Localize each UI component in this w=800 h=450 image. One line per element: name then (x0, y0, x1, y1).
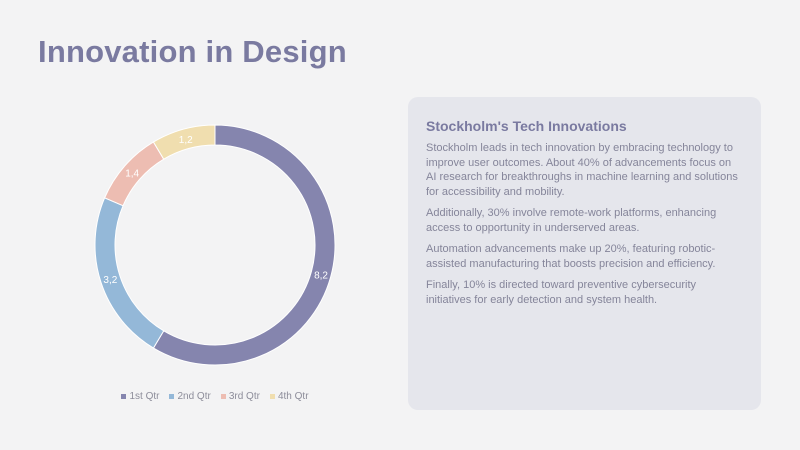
legend-item-4th-qtr: 4th Qtr (269, 391, 309, 402)
data-label-4th-qtr: 1,2 (179, 135, 193, 146)
donut-chart: 8,2 3,2 1,4 1,2 (80, 110, 350, 380)
chart-legend: 1st Qtr 2nd Qtr 3rd Qtr 4th Qtr (0, 391, 430, 402)
data-label-3rd-qtr: 1,4 (125, 169, 139, 180)
card-heading: Stockholm's Tech Innovations (426, 118, 627, 134)
data-label-1st-qtr: 8,2 (314, 270, 328, 281)
card-paragraph-2: Additionally, 30% involve remote-work pl… (426, 207, 717, 234)
legend-swatch-1st-qtr (121, 394, 127, 399)
legend-item-1st-qtr: 1st Qtr (121, 391, 159, 402)
legend-label-2nd-qtr: 2nd Qtr (177, 391, 211, 402)
slice-4th-qtr (152, 124, 216, 160)
info-card: Stockholm's Tech Innovations Stockholm l… (408, 97, 761, 410)
card-paragraph-3: Automation advancements make up 20%, fea… (426, 243, 716, 270)
legend-item-3rd-qtr: 3rd Qtr (220, 391, 260, 402)
card-paragraph-1: Stockholm leads in tech innovation by em… (426, 142, 738, 198)
card-paragraph-4: Finally, 10% is directed toward preventi… (426, 279, 697, 306)
legend-label-4th-qtr: 4th Qtr (277, 391, 309, 402)
slice-1st-qtr (152, 124, 336, 366)
data-label-2nd-qtr: 3,2 (103, 275, 117, 286)
legend-label-3rd-qtr: 3rd Qtr (228, 391, 260, 402)
legend-swatch-4th-qtr (269, 394, 275, 399)
donut-chart-svg: 8,2 3,2 1,4 1,2 (94, 124, 336, 366)
legend-swatch-3rd-qtr (220, 394, 226, 399)
legend-item-2nd-qtr: 2nd Qtr (169, 391, 211, 402)
legend-swatch-2nd-qtr (169, 394, 175, 399)
slice-2nd-qtr (94, 197, 165, 349)
legend-label-1st-qtr: 1st Qtr (129, 391, 160, 402)
slide-title: Innovation in Design (38, 34, 347, 69)
